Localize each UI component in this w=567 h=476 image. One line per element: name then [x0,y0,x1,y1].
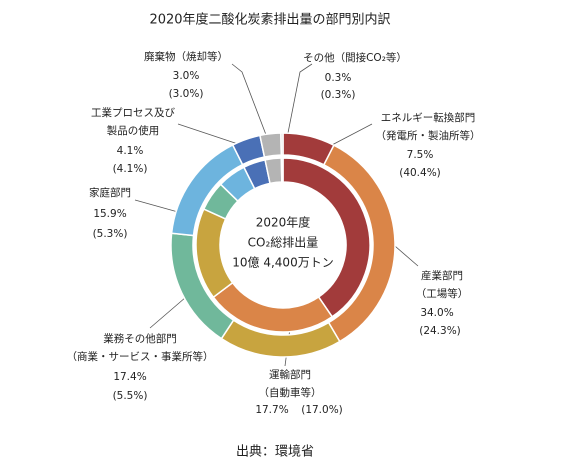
category-label: （発電所・製油所等） [376,129,481,142]
value-label: 0.3% [325,72,352,84]
value-label: (4.1%) [113,163,148,175]
center-text: CO₂総排出量 [248,236,319,250]
category-label: 家庭部門 [89,186,131,199]
donut-slice [280,132,284,156]
leader-line [329,123,373,147]
value-label: (40.4%) [399,167,441,179]
value-label: (0.3%) [321,89,356,101]
category-label: （自動車等） [259,386,322,399]
source: 出典：環境省 [236,445,314,460]
value-label: 34.0% [420,307,453,319]
category-label: 廃棄物（焼却等） [144,50,228,63]
leader-line [231,63,269,141]
category-label: 産業部門 [421,269,463,282]
category-label: 工業プロセス及び [91,106,175,119]
value-label: (5.3%) [93,228,128,240]
value-label: (17.0%) [301,404,343,416]
category-label: 業務その他部門 [103,332,177,345]
leader-line [286,63,313,139]
value-label: (24.3%) [419,325,461,337]
donut-slice [280,157,284,183]
center-text: 2020年度 [256,215,311,230]
chart-title: 2020年度二酸化炭素排出量の部門別内訳 [149,12,390,28]
value-label: 15.9% [93,208,126,220]
value-label: 7.5% [407,149,434,161]
category-label: エネルギー転換部門 [381,111,476,124]
leader-lines [134,63,419,367]
value-label: (3.0%) [169,88,204,100]
leader-line [134,199,179,213]
value-label: (5.5%) [113,390,148,402]
category-label: （工場等） [416,287,469,300]
category-label: （商業・サービス・事業所等） [67,350,214,363]
center-text: 10億 4,400万トン [232,256,333,270]
category-label: 製品の使用 [107,124,160,137]
category-label: 運輸部門 [269,368,311,381]
value-label: 17.7% [255,404,288,416]
value-label: 17.4% [113,371,146,383]
donut-slice [259,132,283,158]
category-label: その他（間接CO₂等） [303,51,407,64]
value-label: 3.0% [173,70,200,82]
value-label: 4.1% [117,145,144,157]
